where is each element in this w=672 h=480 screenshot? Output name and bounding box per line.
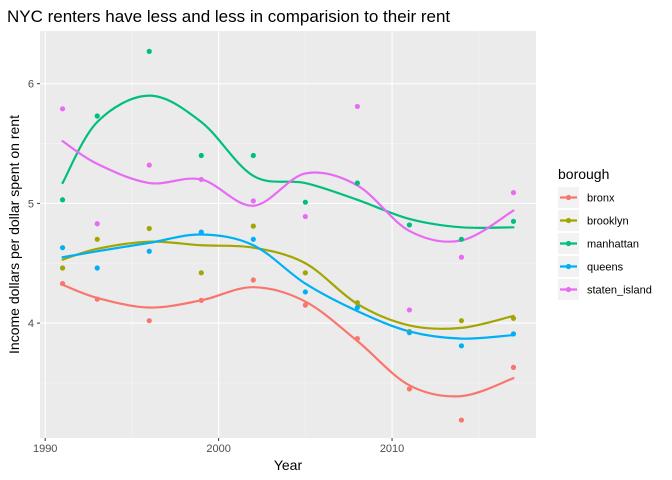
point-bronx <box>94 296 100 302</box>
point-manhattan <box>198 152 204 159</box>
data-points <box>59 48 517 423</box>
plot-panel <box>40 31 536 438</box>
point-brooklyn <box>146 225 152 232</box>
point-bronx <box>458 417 465 423</box>
point-brooklyn <box>198 270 204 276</box>
smooth-line-staten_island <box>61 140 515 243</box>
point-brooklyn <box>250 223 256 229</box>
point-bronx <box>354 336 360 342</box>
point-queens <box>94 265 100 271</box>
point-brooklyn <box>510 315 517 321</box>
point-queens <box>59 245 66 251</box>
smooth-line-queens <box>61 233 515 340</box>
point-manhattan <box>302 199 308 205</box>
point-manhattan <box>510 218 517 224</box>
x-tick-label: 1990 <box>33 443 57 455</box>
legend-point-staten_island <box>565 286 572 293</box>
legend-label-staten_island: staten_island <box>587 285 652 297</box>
point-staten_island <box>510 190 517 196</box>
legend-label-manhattan: manhattan <box>587 239 639 251</box>
point-staten_island <box>59 106 66 112</box>
x-tick-label: 2010 <box>380 443 404 455</box>
point-queens <box>250 236 256 242</box>
grid-major <box>40 31 536 438</box>
point-brooklyn <box>302 270 308 276</box>
point-queens <box>354 304 360 311</box>
point-staten_island <box>94 221 100 227</box>
legend-title: borough <box>558 166 609 182</box>
smooth-line-bronx <box>61 283 515 398</box>
point-bronx <box>59 280 66 287</box>
point-manhattan <box>458 236 465 242</box>
chart-title: NYC renters have less and less in compar… <box>7 7 450 26</box>
point-brooklyn <box>354 300 360 306</box>
legend-label-brooklyn: brooklyn <box>587 216 629 228</box>
point-brooklyn <box>94 236 100 242</box>
point-queens <box>198 229 204 235</box>
smooth-line-manhattan <box>61 94 515 230</box>
x-tick-label: 2000 <box>206 443 230 455</box>
point-staten_island <box>250 198 256 204</box>
point-staten_island <box>354 103 360 110</box>
y-axis-label: Income dollars per dollar spent on rent <box>6 115 22 354</box>
legend: borough bronx brooklyn manhattan queens stat… <box>558 166 652 300</box>
legend-point-manhattan <box>565 240 572 247</box>
point-queens <box>510 331 517 337</box>
y-tick-label: 6 <box>28 79 34 91</box>
point-manhattan <box>406 222 412 228</box>
point-staten_island <box>302 213 308 220</box>
smooth-lines <box>61 94 515 398</box>
point-staten_island <box>146 162 152 168</box>
smooth-line-brooklyn <box>61 240 515 330</box>
point-manhattan <box>94 113 100 119</box>
legend-point-brooklyn <box>565 217 572 224</box>
y-tick-label: 4 <box>28 318 34 330</box>
legend-label-bronx: bronx <box>587 193 615 205</box>
point-brooklyn <box>59 265 66 271</box>
x-axis-label: Year <box>274 457 303 473</box>
y-tick-label: 5 <box>28 198 34 210</box>
point-staten_island <box>198 176 204 183</box>
point-bronx <box>250 277 256 283</box>
point-bronx <box>302 302 308 308</box>
point-bronx <box>406 386 412 392</box>
point-brooklyn <box>458 318 465 324</box>
point-queens <box>458 343 465 349</box>
point-manhattan <box>59 197 66 203</box>
point-queens <box>406 330 412 336</box>
legend-label-queens: queens <box>587 262 624 274</box>
grid-minor <box>40 31 536 438</box>
point-manhattan <box>354 180 360 186</box>
point-manhattan <box>146 48 152 54</box>
point-bronx <box>510 364 517 370</box>
point-bronx <box>146 318 152 324</box>
point-staten_island <box>458 254 465 260</box>
point-queens <box>146 248 152 254</box>
point-bronx <box>198 297 204 303</box>
point-staten_island <box>406 307 412 313</box>
point-queens <box>302 289 308 295</box>
legend-point-queens <box>565 263 572 270</box>
legend-point-bronx <box>565 194 572 201</box>
axis-ticks: 1990 2000 2010 4 5 6 <box>28 79 404 455</box>
point-manhattan <box>250 152 256 159</box>
